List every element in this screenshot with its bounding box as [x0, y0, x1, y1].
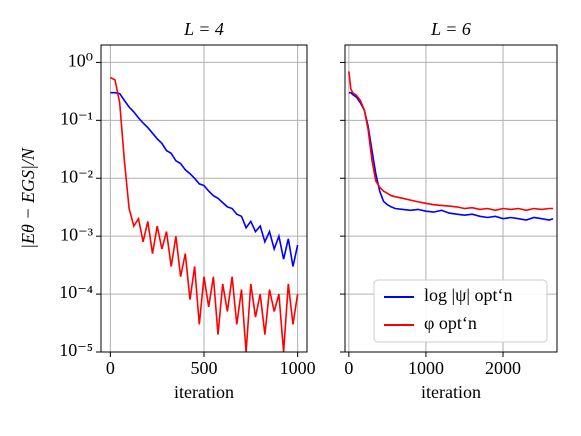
legend-label: φ opt‘n [424, 313, 477, 333]
x-tick-label: 0 [106, 358, 115, 378]
series-line [348, 91, 554, 221]
subplot-title: L = 6 [430, 19, 471, 39]
series-line [348, 71, 554, 212]
x-axis-label: iteration [421, 382, 481, 402]
x-tick-label: 2000 [485, 358, 521, 378]
x-tick-label: 500 [191, 358, 218, 378]
legend-box [373, 279, 548, 343]
y-tick-label: 10⁻³ [60, 224, 94, 244]
subplot-title: L = 4 [183, 19, 224, 39]
y-tick-label: 10⁻¹ [60, 108, 93, 128]
x-tick-label: 0 [344, 358, 353, 378]
axes-frame [100, 44, 308, 353]
y-tick-label: 10⁻⁴ [59, 282, 93, 302]
y-tick-label: 10⁻² [60, 166, 93, 186]
legend-label: log |ψ| opt‘n [424, 285, 512, 305]
x-axis-label: iteration [174, 382, 234, 402]
axes-frame [344, 44, 558, 353]
series-line [110, 91, 299, 267]
series-line [110, 76, 299, 352]
y-axis-label: |Eθ − EGS|/N [18, 147, 38, 249]
y-tick-label: 10⁻⁵ [59, 340, 93, 360]
x-tick-label: 1000 [408, 358, 444, 378]
y-tick-label: 10⁰ [68, 51, 93, 71]
x-tick-label: 1000 [280, 358, 316, 378]
